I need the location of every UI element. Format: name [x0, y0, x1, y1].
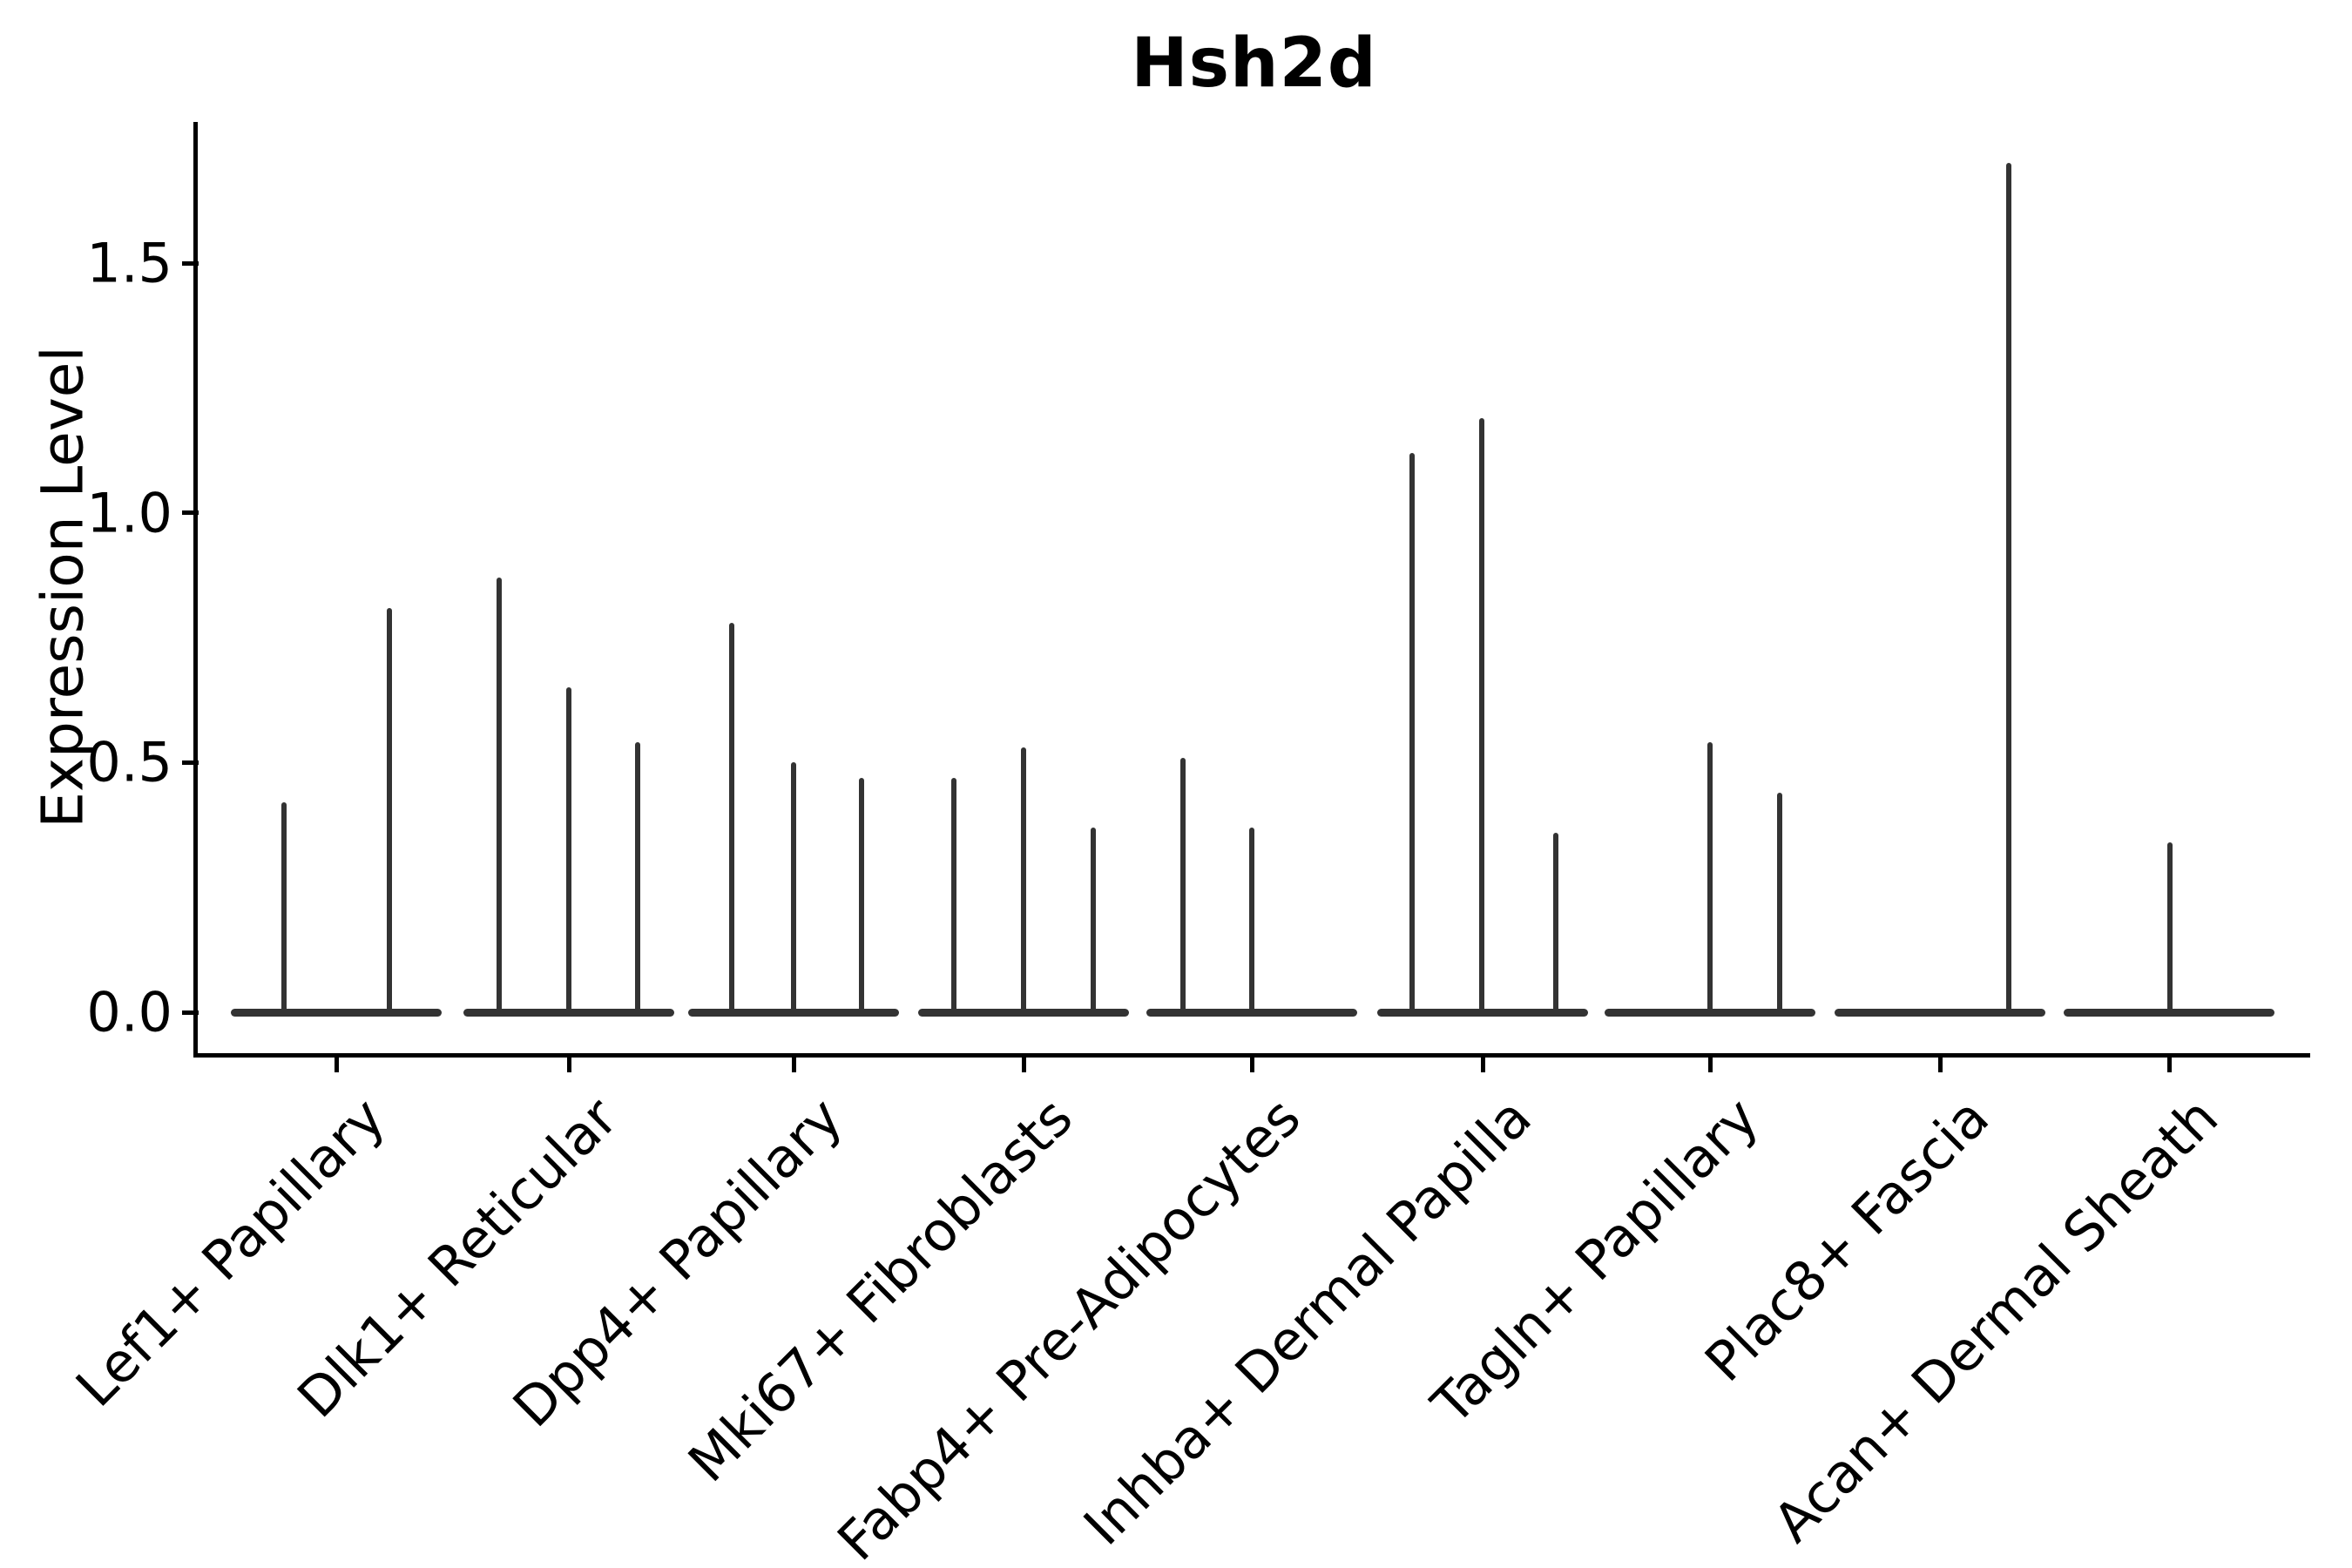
violin-spike [281, 802, 287, 1017]
violin-spike [1180, 757, 1186, 1017]
chart-title: Hsh2d [1131, 24, 1377, 103]
violin-base [231, 1009, 442, 1017]
y-tick-label: 1.0 [86, 481, 172, 545]
y-tick-label: 1.5 [86, 231, 172, 295]
x-tick-label: Fabp4+ Pre-Adipocytes [825, 1085, 1313, 1568]
x-tick-mark [1707, 1053, 1713, 1072]
violin-spike [1777, 792, 1782, 1017]
x-tick-mark [1249, 1053, 1254, 1072]
y-tick-mark [182, 260, 199, 266]
violin-spike [387, 607, 392, 1017]
violin-spike [2167, 842, 2173, 1017]
y-tick-mark [182, 760, 199, 765]
y-tick-mark [182, 510, 199, 516]
y-tick-label: 0.5 [86, 730, 172, 794]
x-tick-label: Acan+ Dermal Sheath [1761, 1085, 2230, 1555]
y-tick-label: 0.0 [86, 980, 172, 1044]
violin-spike [1479, 417, 1484, 1017]
x-tick-mark [2166, 1053, 2172, 1072]
violin-spike [2006, 163, 2011, 1017]
left-spine [193, 122, 198, 1058]
violin-spike [1091, 827, 1096, 1017]
y-tick-mark [182, 1010, 199, 1015]
violin-spike [859, 777, 864, 1017]
violin-spike [1249, 827, 1254, 1017]
x-tick-mark [791, 1053, 796, 1072]
x-tick-mark [334, 1053, 339, 1072]
violin-spike [635, 742, 640, 1017]
violin-spike [729, 622, 734, 1017]
violin-spike [1707, 742, 1713, 1017]
x-tick-mark [566, 1053, 571, 1072]
violin-spike [1021, 747, 1026, 1017]
violin-spike [791, 762, 796, 1017]
x-tick-label: Mki67+ Fibroblasts [675, 1085, 1085, 1495]
x-tick-mark [1480, 1053, 1485, 1072]
violin-spike [951, 777, 956, 1017]
violin-spike [1553, 832, 1558, 1017]
x-tick-mark [1937, 1053, 1943, 1072]
violin-spike [1409, 452, 1415, 1017]
violin-base [1835, 1009, 2045, 1017]
violin-spike [497, 578, 502, 1017]
violin-spike [566, 687, 571, 1017]
x-tick-mark [1021, 1053, 1026, 1072]
x-tick-label: Inhba+ Dermal Papilla [1071, 1085, 1544, 1558]
